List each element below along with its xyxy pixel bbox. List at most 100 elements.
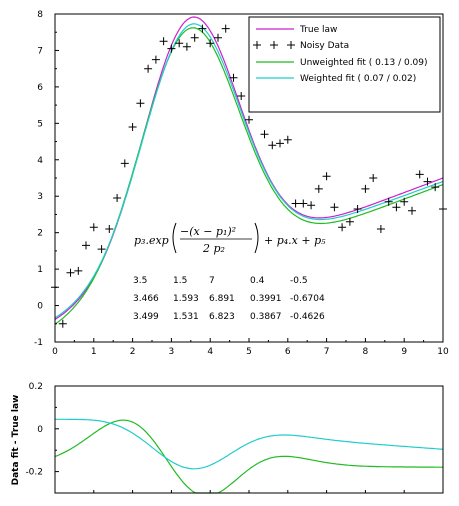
- data-point: [415, 170, 424, 179]
- data-point: [144, 64, 153, 73]
- data-point: [353, 205, 362, 213]
- param-value: -0.5: [290, 276, 308, 286]
- param-value: 3.5: [133, 276, 147, 286]
- residual-axes: -0.2 0 0.2: [25, 382, 444, 494]
- formula-paren-left: [172, 222, 177, 254]
- data-point: [376, 225, 385, 233]
- formula-denominator: 2 p₂: [202, 242, 225, 255]
- data-point: [120, 159, 129, 168]
- y-tick-label: 2: [37, 229, 43, 239]
- param-value: -0.6704: [290, 294, 325, 304]
- y-tick-label: 3: [37, 192, 43, 202]
- curve-weighted: [54, 23, 444, 319]
- legend-label-true-law: True law: [299, 25, 337, 35]
- data-point: [276, 139, 284, 148]
- data-point: [307, 201, 316, 210]
- data-point: [175, 39, 184, 48]
- legend: True law Noisy Data Unweighted fit ( 0.1…: [248, 16, 441, 113]
- data-point: [190, 33, 199, 42]
- formula-tail: + p₄.x + p₅: [264, 234, 326, 247]
- data-point: [113, 194, 122, 202]
- param-value: 0.3991: [250, 294, 282, 304]
- x-tick-label: 0: [52, 347, 58, 357]
- legend-swatch-noisy-data: [253, 41, 295, 49]
- param-value: 7: [209, 276, 215, 286]
- data-point: [58, 319, 67, 328]
- x-tick-label: 3: [169, 347, 175, 357]
- residual-y-tick-label: -0.2: [25, 468, 43, 478]
- data-point: [97, 245, 106, 254]
- data-point: [89, 223, 98, 232]
- x-tick-label: 9: [401, 347, 407, 357]
- legend-label-weighted: Weighted fit ( 0.07 / 0.02): [300, 74, 416, 84]
- data-point: [283, 135, 292, 144]
- param-value: 0.4: [250, 276, 265, 286]
- formula-numerator: −(x − p₁)²: [180, 225, 236, 238]
- formula-paren-right: [254, 222, 259, 254]
- data-point: [206, 39, 215, 48]
- formula-annotation: p₃.exp −(x − p₁)² 2 p₂ + p₄.x + p₅: [134, 222, 326, 255]
- param-value: 6.891: [209, 294, 235, 304]
- residual-y-tick-label: 0.2: [29, 382, 43, 392]
- data-point: [299, 199, 308, 208]
- data-point: [136, 99, 145, 108]
- data-point: [74, 266, 83, 275]
- legend-label-unweighted: Unweighted fit ( 0.13 / 0.09): [300, 58, 428, 68]
- data-point: [338, 223, 347, 232]
- data-point: [400, 197, 409, 206]
- legend-box: [248, 16, 441, 113]
- x-tick-label: 10: [437, 347, 449, 357]
- param-value: 1.531: [173, 312, 199, 322]
- data-point: [214, 33, 222, 42]
- y-tick-label: 0: [37, 302, 43, 312]
- data-point: [167, 44, 176, 53]
- residual-curves: [54, 418, 444, 494]
- data-point: [128, 123, 137, 131]
- data-point: [369, 174, 378, 182]
- param-value: 1.5: [173, 276, 187, 286]
- x-tick-label: 7: [324, 347, 330, 357]
- parameter-table: 3.5 1.5 7 0.4 -0.5 3.466 1.593 6.891 0.3991 -0.67…: [133, 276, 325, 322]
- data-point: [82, 241, 90, 250]
- data-point: [431, 183, 440, 192]
- data-point: [322, 172, 331, 181]
- data-point: [314, 184, 323, 193]
- noisy-data-markers: [51, 24, 447, 328]
- y-tick-label: 5: [37, 119, 43, 129]
- y-tick-label: 7: [37, 46, 43, 56]
- data-point: [408, 206, 416, 215]
- x-tick-label: 1: [91, 347, 97, 357]
- data-point: [237, 92, 246, 100]
- residual-curve-unweighted: [54, 419, 443, 494]
- residual-plot-frame: [54, 385, 444, 494]
- data-point: [229, 73, 238, 82]
- y-tick-label: 1: [37, 265, 43, 275]
- param-value: 3.499: [133, 312, 159, 322]
- data-point: [151, 55, 160, 64]
- param-value: -0.4626: [290, 312, 325, 322]
- data-point: [392, 203, 401, 212]
- data-point: [182, 42, 191, 51]
- main-plot: 0 1 2 3 4 5 6 7 8 9 10 -1 0 1 2 3 4 5 6 7 8 p₃.exp −(x − p₁)…: [34, 10, 449, 357]
- residual-y-tick-label: 0: [37, 425, 43, 435]
- data-point: [361, 184, 370, 193]
- data-point: [260, 130, 269, 139]
- x-tick-label: 2: [130, 347, 136, 357]
- data-point: [384, 197, 393, 206]
- data-point: [221, 24, 230, 33]
- param-value: 6.823: [209, 312, 235, 322]
- y-tick-label: -1: [34, 338, 43, 348]
- data-point: [245, 115, 253, 124]
- data-point: [198, 24, 207, 33]
- residual-plot: -0.2 0 0.2 Data fit - True law: [11, 382, 444, 494]
- y-tick-label: 4: [37, 156, 43, 166]
- param-value: 1.593: [173, 294, 199, 304]
- x-tick-label: 8: [363, 347, 369, 357]
- legend-label-noisy-data: Noisy Data: [300, 41, 349, 51]
- x-tick-label: 6: [285, 347, 291, 357]
- residual-curve-weighted: [55, 418, 444, 470]
- formula-lead: p₃.exp: [134, 234, 169, 247]
- param-value: 0.3867: [250, 312, 282, 322]
- data-point: [291, 199, 300, 208]
